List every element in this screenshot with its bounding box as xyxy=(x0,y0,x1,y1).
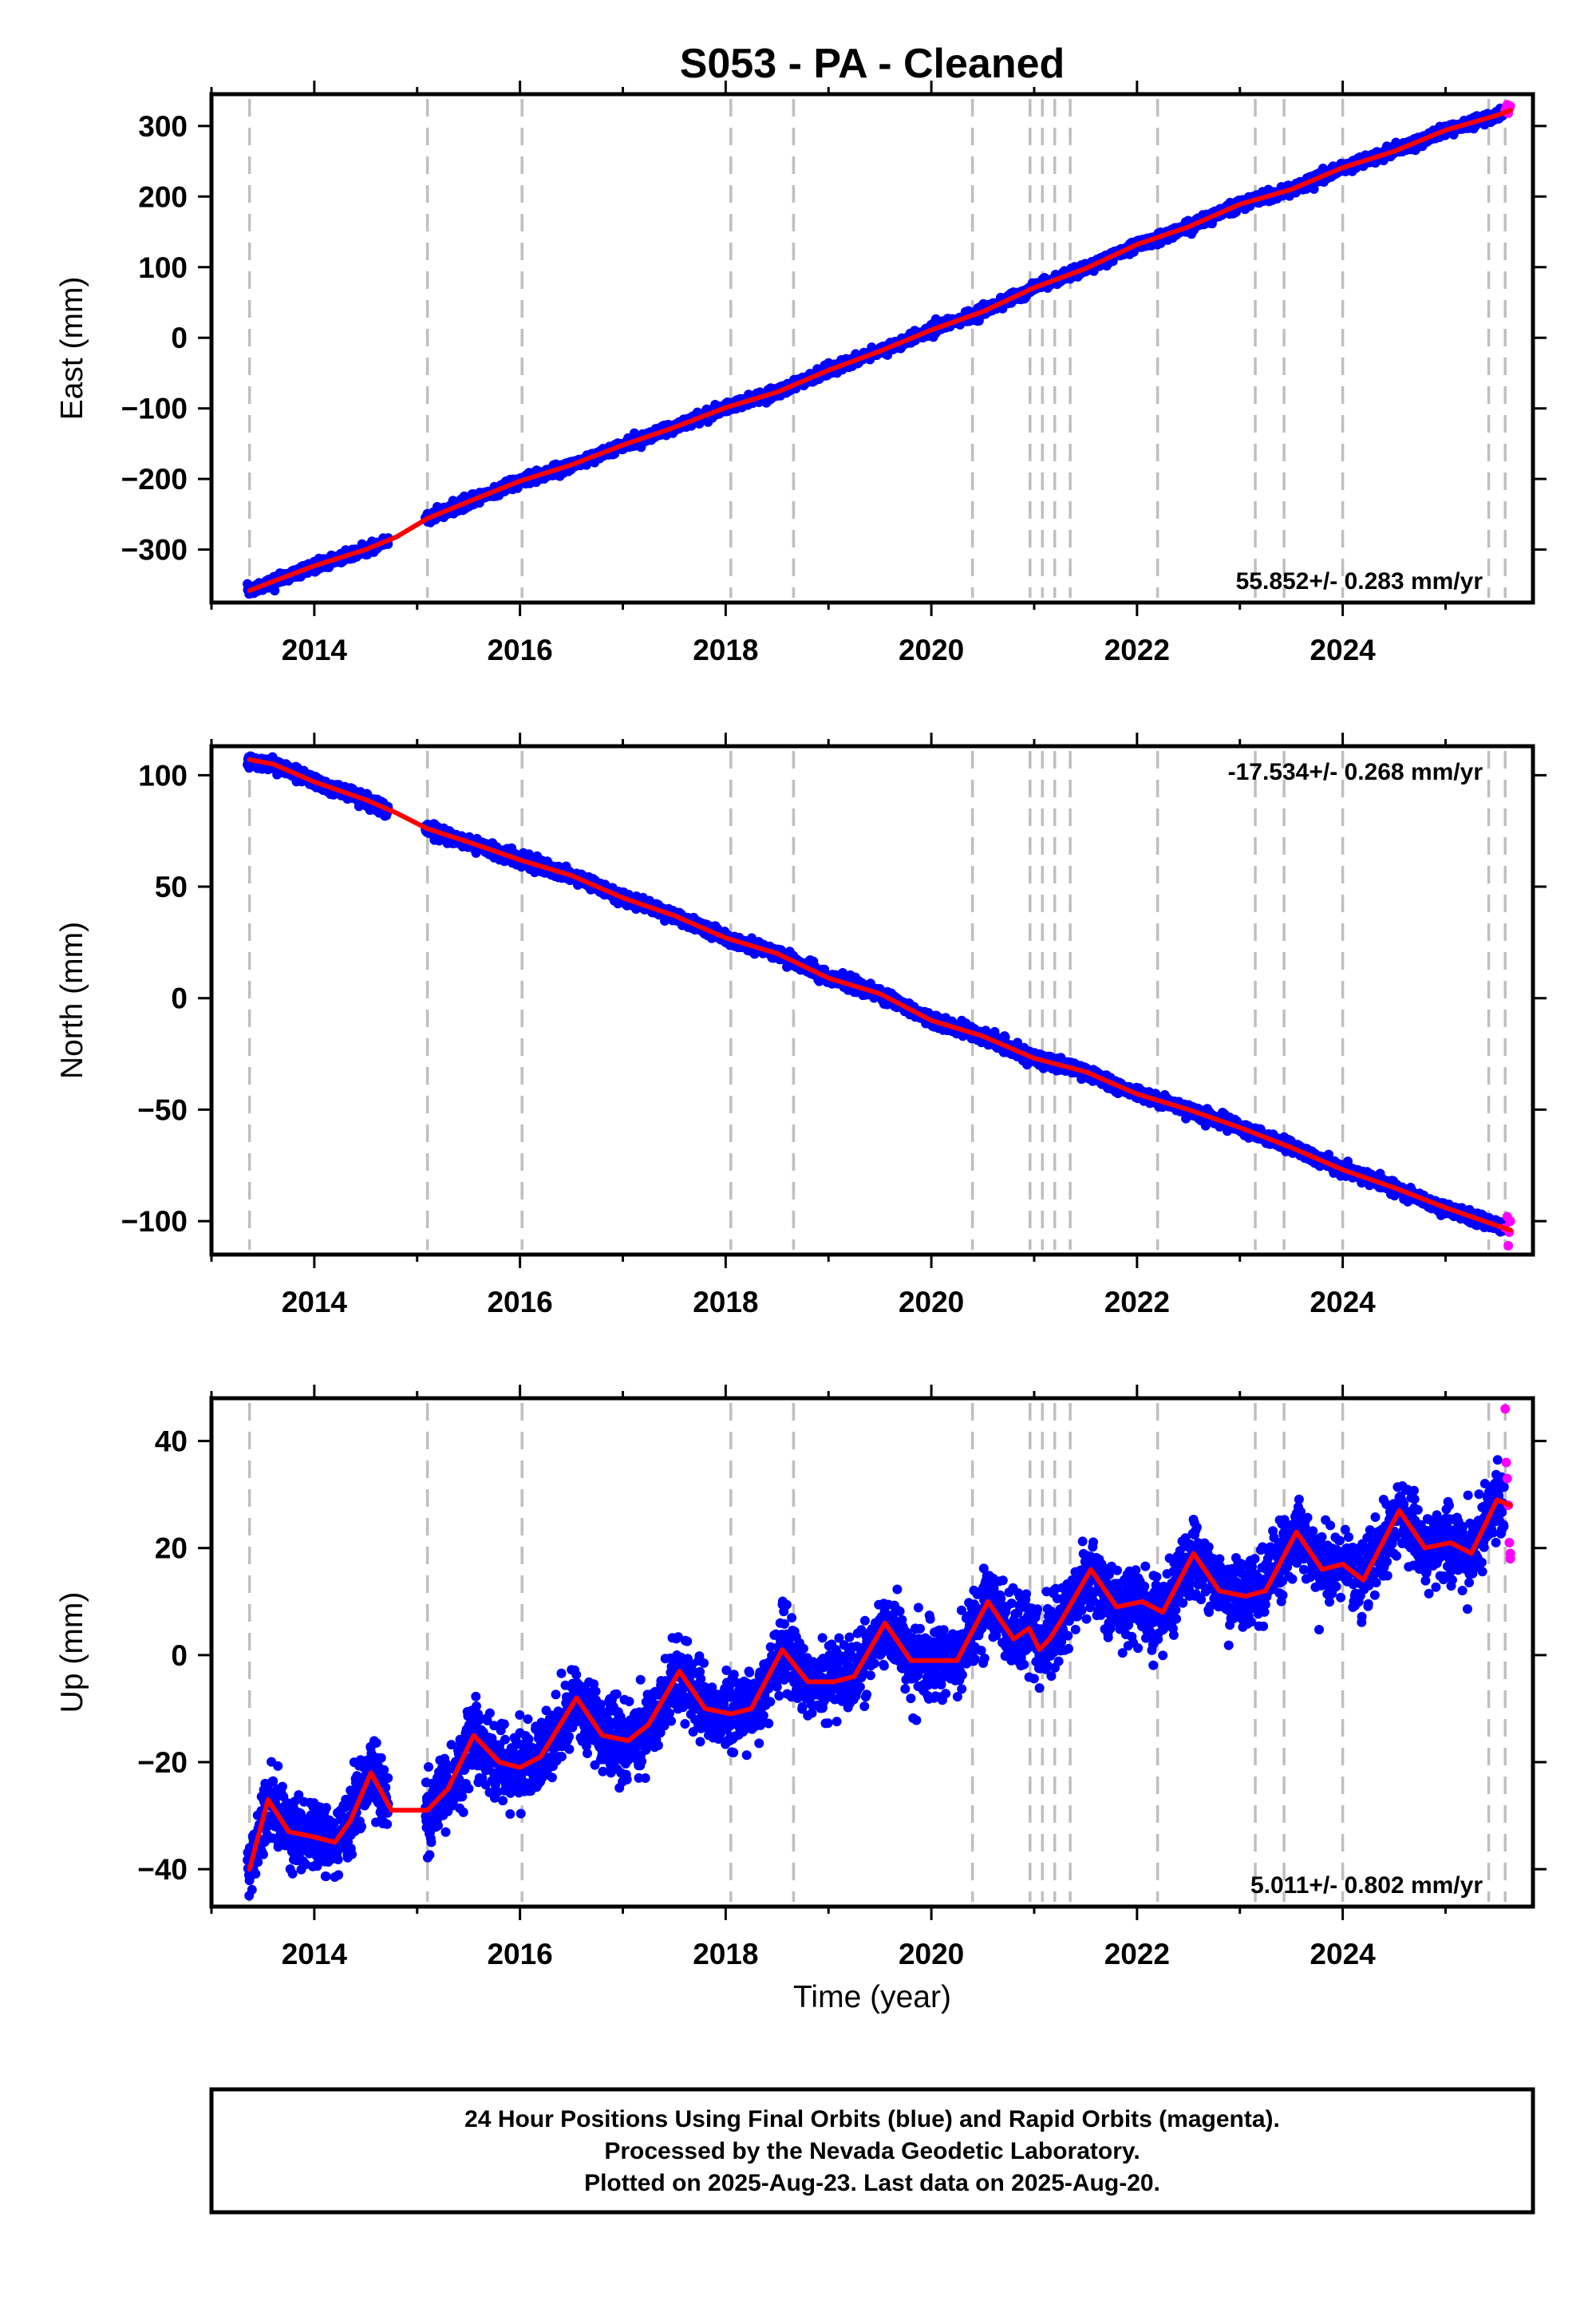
y-tick-label: −100 xyxy=(121,393,188,425)
plot-area xyxy=(243,100,1515,599)
x-tick-label: 2024 xyxy=(1310,634,1376,666)
y-tick-label: −300 xyxy=(121,534,188,567)
event-lines xyxy=(247,751,1507,1250)
rapid-orbit-point xyxy=(1505,101,1515,112)
y-tick-label: 300 xyxy=(138,110,188,143)
y-tick-label: 200 xyxy=(138,180,188,213)
panel-north: 2014 2016 2018 2020 2022 2024−100−50050100Nor… xyxy=(55,733,1547,1318)
x-tick-label: 2020 xyxy=(899,634,964,666)
y-tick-label: 0 xyxy=(171,322,188,354)
final-orbit-point xyxy=(270,586,280,596)
x-tick-label: 2022 xyxy=(1104,634,1170,666)
y-tick-label: 100 xyxy=(138,251,188,284)
velocity-annotation: 55.852+/- 0.283 mm/yr xyxy=(1236,568,1483,595)
plot-area xyxy=(243,751,1515,1251)
x-tick-label: 2014 xyxy=(282,634,348,666)
panel-east: 2014 2016 2018 2020 2022 2024 −300 −200 −100 0 100… xyxy=(55,81,1547,666)
y-tick-label: −200 xyxy=(121,463,188,496)
x-tick-label: 2016 xyxy=(487,634,552,666)
figure-title: S053 - PA - Cleaned xyxy=(680,41,1065,87)
model-fit-line xyxy=(247,108,1513,593)
event-lines xyxy=(247,99,1507,598)
x-tick-label: 2018 xyxy=(693,634,758,666)
y-axis-label: East (mm) xyxy=(55,277,89,421)
plot-frame xyxy=(209,92,1535,605)
